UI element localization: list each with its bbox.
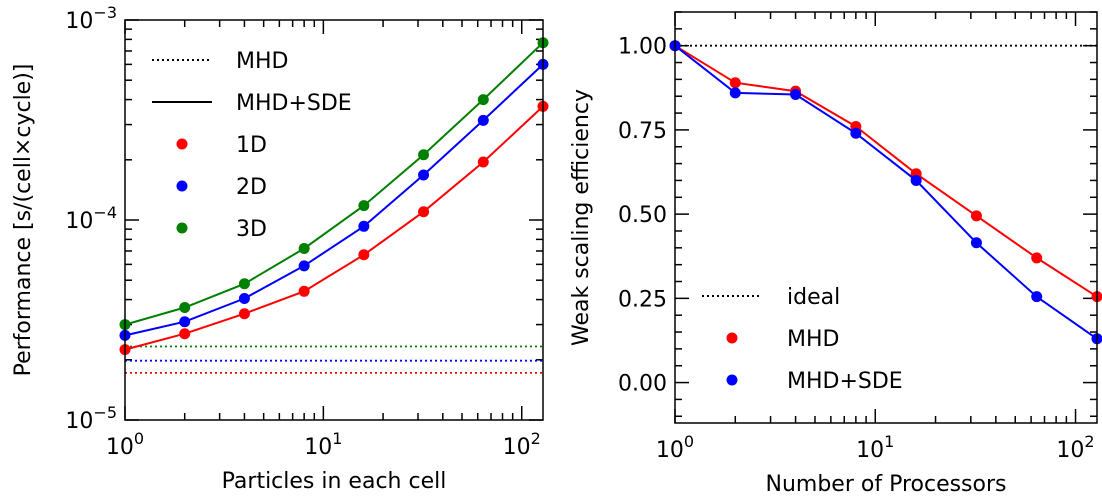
x-axis-label: Number of Processors <box>766 472 1007 497</box>
data-point <box>179 316 191 328</box>
y-tick-label: 0.25 <box>618 287 667 312</box>
legend-label: ideal <box>787 285 840 310</box>
data-point <box>729 77 741 89</box>
data-point <box>418 206 430 218</box>
data-point <box>358 249 370 261</box>
y-axis-label: Weak scaling efficiency <box>569 89 594 346</box>
legend-label: 1D <box>236 133 267 158</box>
plot-frame <box>674 11 1098 424</box>
y-tick-label: 0.75 <box>618 119 667 144</box>
data-point <box>970 210 982 222</box>
efficiency-panel: 100 101 102 0.00 0.25 0.50 0.75 1.00 Number of P… <box>569 11 1102 497</box>
legend-label: MHD <box>236 49 288 74</box>
data-point <box>238 278 250 290</box>
x-tick-label: 100 <box>106 429 144 460</box>
data-point <box>1031 252 1043 264</box>
data-point <box>910 174 922 186</box>
series-line <box>674 44 1098 298</box>
y-tick-label: 1.00 <box>618 35 667 60</box>
legend-label: MHD+SDE <box>787 369 903 394</box>
series-line <box>124 105 544 351</box>
x-tick-label: 102 <box>1056 432 1094 463</box>
y-tick-label: 0.00 <box>618 372 667 397</box>
x-tick-label: 101 <box>304 429 342 460</box>
y-axis-label: Performance [s/(cell×cycle)] <box>11 64 36 377</box>
data-point <box>238 293 250 305</box>
data-point <box>790 89 802 101</box>
data-point <box>238 308 250 320</box>
x-tick-label: 101 <box>856 432 894 463</box>
data-point <box>418 149 430 161</box>
data-point <box>477 94 489 106</box>
data-point <box>298 285 310 297</box>
data-point <box>970 237 982 249</box>
legend-marker <box>176 222 188 234</box>
y-tick-label: 10−5 <box>65 403 117 434</box>
series-line <box>124 63 544 337</box>
data-point <box>298 260 310 272</box>
data-point <box>179 328 191 340</box>
legend-label: 3D <box>236 217 267 242</box>
legend-label: MHD+SDE <box>236 91 352 116</box>
data-point <box>729 87 741 99</box>
data-point <box>850 127 862 139</box>
data-point <box>418 169 430 181</box>
data-point <box>1031 291 1043 303</box>
plot-frame <box>124 19 544 421</box>
data-point <box>358 200 370 212</box>
data-point <box>477 114 489 126</box>
x-tick-label: 100 <box>656 432 694 463</box>
legend-label: 2D <box>236 175 267 200</box>
y-tick-label: 10−3 <box>65 3 117 34</box>
data-point <box>179 302 191 314</box>
series-line <box>674 44 1098 340</box>
legend-marker <box>726 332 738 344</box>
series-line <box>124 41 544 326</box>
legend-marker <box>176 138 188 150</box>
legend-label: MHD <box>787 327 839 352</box>
y-tick-label: 0.50 <box>618 203 667 228</box>
x-tick-label: 102 <box>503 429 541 460</box>
legend-marker <box>176 180 188 192</box>
performance-panel: 100 101 102 10−5 10−4 10−3 Particles in each c… <box>11 3 549 494</box>
data-point <box>298 243 310 255</box>
legend-marker <box>726 374 738 386</box>
x-axis-label: Particles in each cell <box>222 469 447 494</box>
data-point <box>358 220 370 232</box>
y-tick-label: 10−4 <box>65 203 117 234</box>
data-point <box>477 156 489 168</box>
